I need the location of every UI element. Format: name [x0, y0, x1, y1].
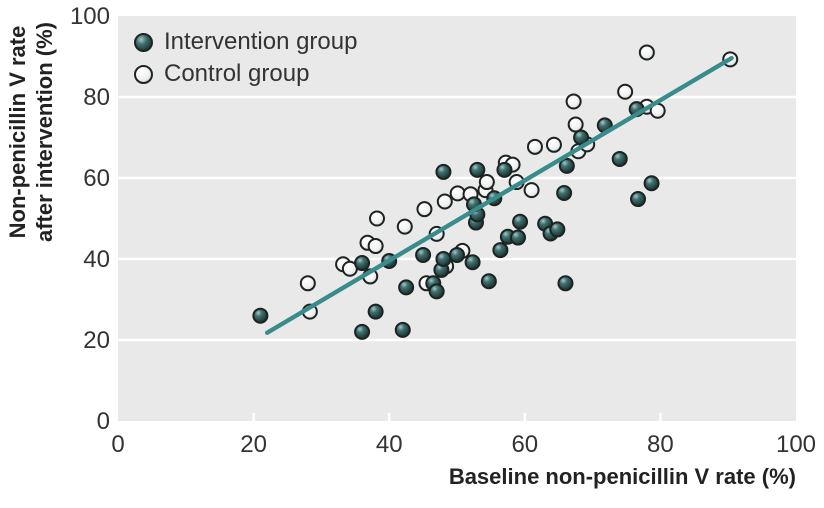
x-axis-title: Baseline non-penicillin V rate (%): [448, 464, 796, 489]
data-point-intervention: [415, 246, 432, 263]
data-point-control: [478, 174, 495, 191]
y-tick-label: 60: [83, 165, 110, 192]
data-point-intervention: [354, 255, 371, 272]
y-tick-label: 40: [83, 246, 110, 273]
y-axis-title-line2: after intervention (%): [32, 21, 57, 243]
data-point-intervention: [512, 213, 529, 230]
data-point-intervention: [549, 221, 566, 238]
data-point-intervention: [354, 323, 371, 340]
data-point-intervention: [557, 275, 574, 292]
y-tick-label: 80: [83, 84, 110, 111]
data-point-control: [449, 185, 466, 202]
control-marker-icon: [134, 64, 153, 84]
x-tick-label: 40: [376, 431, 403, 458]
data-point-intervention: [464, 254, 481, 271]
data-point-intervention: [469, 161, 486, 178]
data-point-intervention: [435, 251, 452, 267]
legend-label-control: Control group: [164, 60, 310, 87]
data-point-control: [416, 201, 433, 218]
data-point-control: [565, 93, 582, 110]
data-point-control: [523, 182, 540, 199]
data-point-control: [436, 193, 453, 210]
data-point-control: [567, 116, 584, 133]
y-tick-label: 0: [97, 408, 110, 435]
data-point-intervention: [480, 273, 497, 290]
data-point-intervention: [496, 161, 513, 178]
data-point-intervention: [611, 150, 628, 167]
legend: Intervention group Control group: [134, 26, 357, 90]
data-point-intervention: [630, 191, 647, 208]
x-tick-label: 60: [511, 431, 538, 458]
y-tick-label: 100: [70, 3, 110, 30]
x-tick-label: 80: [647, 431, 674, 458]
data-point-intervention: [252, 307, 269, 324]
data-point-intervention: [435, 163, 452, 180]
y-tick-label: 20: [83, 327, 110, 354]
trend-line: [264, 55, 734, 335]
data-point-intervention: [367, 303, 384, 320]
data-point-intervention: [449, 246, 465, 263]
data-point-intervention: [556, 184, 573, 201]
data-point-intervention: [558, 157, 575, 174]
data-point-control: [617, 83, 634, 100]
legend-item-intervention: Intervention group: [134, 26, 357, 58]
data-point-intervention: [573, 129, 590, 146]
y-axis-title: Non-penicillin V rate after intervention…: [4, 14, 60, 250]
data-point-intervention: [510, 229, 527, 246]
data-point-intervention: [428, 283, 445, 300]
data-point-intervention: [643, 175, 660, 192]
data-point-intervention: [492, 242, 509, 259]
legend-item-control: Control group: [134, 58, 357, 90]
data-point-intervention: [398, 279, 415, 296]
y-axis-title-line1: Non-penicillin V rate: [5, 25, 30, 239]
x-tick-label: 20: [240, 431, 267, 458]
data-point-intervention: [394, 321, 411, 338]
data-point-control: [396, 218, 413, 235]
data-point-control: [526, 138, 543, 155]
legend-label-intervention: Intervention group: [164, 28, 358, 55]
data-point-control: [367, 238, 384, 255]
data-point-control: [545, 136, 562, 153]
data-point-control: [368, 210, 385, 227]
x-tick-label: 100: [776, 431, 816, 458]
x-tick-label: 0: [111, 431, 124, 458]
data-point-control: [299, 275, 316, 292]
data-point-control: [638, 44, 655, 61]
intervention-marker-icon: [134, 32, 153, 52]
